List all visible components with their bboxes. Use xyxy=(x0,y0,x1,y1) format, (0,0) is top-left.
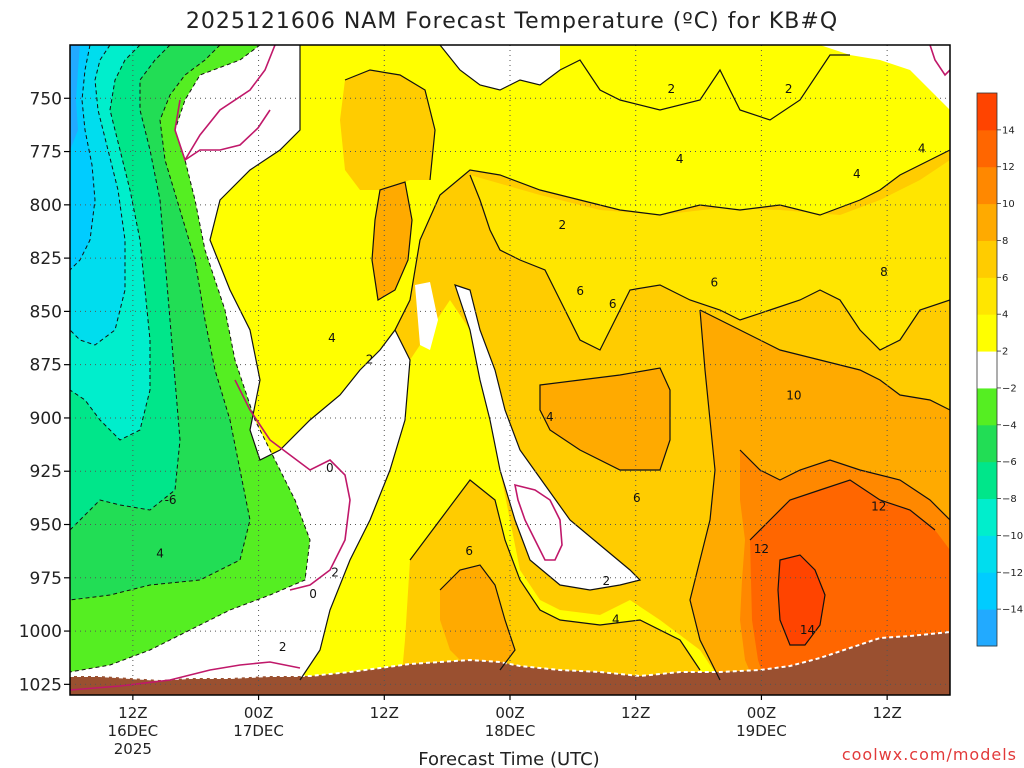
colorbar-tick-label: −6 xyxy=(1002,457,1017,468)
x-tick-label: 2025 xyxy=(114,740,152,758)
contour-label: 4 xyxy=(676,152,684,166)
colorbar-tick-label: 4 xyxy=(1002,310,1008,321)
contour-label: 4 xyxy=(612,612,620,626)
contour-label: 2 xyxy=(785,82,793,96)
x-tick-label: 00Z xyxy=(747,704,776,722)
contour-label: 6 xyxy=(576,284,584,298)
x-tick-label: 12Z xyxy=(872,704,901,722)
x-tick-label: 19DEC xyxy=(736,722,787,740)
chart-title: 2025121606 NAM Forecast Temperature (ºC)… xyxy=(186,9,838,34)
x-tick-label: 18DEC xyxy=(485,722,536,740)
colorbar-tick-label: 10 xyxy=(1002,199,1015,210)
contour-label: 6 xyxy=(710,276,718,290)
y-tick-label-800: 800 xyxy=(30,196,62,216)
colorbar-swatch xyxy=(977,424,997,463)
y-axis: 750 775 800 825 850 875 900 925 950 975 1000 1025 xyxy=(19,89,70,695)
y-tick-label-825: 825 xyxy=(30,249,62,269)
watermark: coolwx.com/models xyxy=(842,745,1017,764)
y-tick-label-925: 925 xyxy=(30,462,62,482)
contour-label: 12 xyxy=(754,542,769,556)
contour-label: 0 xyxy=(309,587,317,601)
contour-label: -6 xyxy=(165,493,177,507)
x-tick-label: 00Z xyxy=(495,704,524,722)
colorbar-frame xyxy=(976,92,998,647)
contour-label: 4 xyxy=(328,331,336,345)
colorbar-swatch xyxy=(977,277,997,315)
contour-label: 4 xyxy=(853,167,861,181)
y-tick-label-1025: 1025 xyxy=(19,675,62,695)
y-tick-label-750: 750 xyxy=(30,89,62,109)
x-tick-label: 00Z xyxy=(244,704,273,722)
y-tick-label-875: 875 xyxy=(30,356,62,376)
colorbar-swatch xyxy=(977,609,997,647)
colorbar-swatch xyxy=(977,240,997,278)
colorbar-tick-label: 2 xyxy=(1002,347,1008,358)
grid-lines xyxy=(70,45,950,695)
colorbar-tick-label: −8 xyxy=(1002,494,1017,505)
y-tick-label-775: 775 xyxy=(30,143,62,163)
colorbar-tick-label: 8 xyxy=(1002,236,1008,247)
y-tick-label-975: 975 xyxy=(30,569,62,589)
contour-label: 10 xyxy=(786,389,801,403)
colorbar-tick-label: −4 xyxy=(1002,420,1017,431)
colorbar-swatch xyxy=(977,203,997,241)
colorbar-tick-label: 12 xyxy=(1002,162,1015,173)
x-axis-label: Forecast Time (UTC) xyxy=(418,749,599,768)
contour-label: 8 xyxy=(880,265,888,279)
colorbar-swatch xyxy=(977,93,997,131)
x-tick-label: 12Z xyxy=(621,704,650,722)
contour-label: 0 xyxy=(326,461,334,475)
contour-label: 6 xyxy=(609,297,617,311)
x-tick-label: 12Z xyxy=(118,704,147,722)
colorbar-tick-label: −14 xyxy=(1002,605,1023,616)
colorbar-swatch xyxy=(977,314,997,352)
colorbar-swatch xyxy=(977,535,997,573)
contour-label: 4 xyxy=(918,141,926,155)
contour-label: 12 xyxy=(871,499,886,513)
contour-label: 2 xyxy=(668,82,676,96)
colorbar-swatch xyxy=(977,461,997,500)
contour-label: 6 xyxy=(633,491,641,505)
colorbar-tick-label: 14 xyxy=(1002,125,1015,136)
terrain xyxy=(70,632,950,695)
contour-label: 4 xyxy=(546,410,554,424)
colorbar-tick-label: −10 xyxy=(1002,531,1023,542)
x-tick-label: 16DEC xyxy=(108,722,159,740)
colorbar-tick-label: 6 xyxy=(1002,273,1008,284)
contour-label: 2 xyxy=(366,352,374,366)
colorbar: 14 12 10 8 6 4 2 −2 −4 −6 −8 −10 −12 −14 xyxy=(976,92,1023,647)
x-tick-label: 12Z xyxy=(370,704,399,722)
colorbar-swatch xyxy=(977,166,997,205)
contour-label: 2 xyxy=(559,218,567,232)
colorbar-swatch xyxy=(977,387,997,426)
colorbar-swatch xyxy=(977,498,997,536)
contour-label: 6 xyxy=(465,544,473,558)
x-tick-label: 17DEC xyxy=(233,722,284,740)
contour-label: 4 xyxy=(156,546,164,560)
colorbar-swatch xyxy=(977,129,997,168)
colorbar-swatch xyxy=(977,572,997,610)
y-tick-label-900: 900 xyxy=(30,409,62,429)
y-tick-label-850: 850 xyxy=(30,302,62,322)
y-tick-label-950: 950 xyxy=(30,516,62,536)
colorbar-swatch xyxy=(977,351,997,389)
y-tick-label-1000: 1000 xyxy=(19,622,62,642)
contour-label: 2 xyxy=(331,566,339,580)
filled-contours xyxy=(70,45,950,695)
colorbar-tick-label: −2 xyxy=(1002,383,1017,394)
contour-label: 2 xyxy=(279,640,287,654)
colorbar-tick-label: −12 xyxy=(1002,568,1023,579)
contour-label: 14 xyxy=(800,623,815,637)
contour-label: 2 xyxy=(603,574,611,588)
